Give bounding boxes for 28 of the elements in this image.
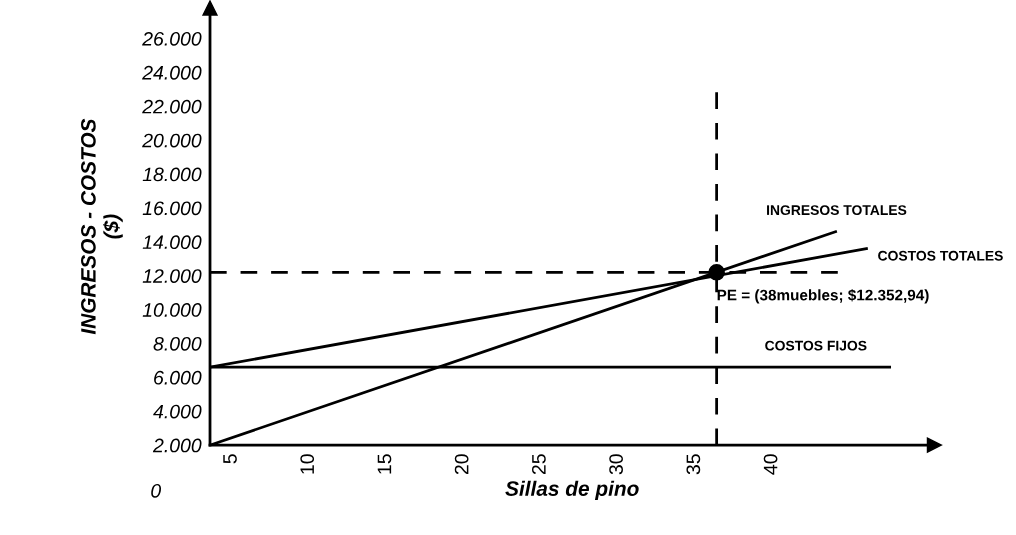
annotation: PE = (38muebles; $12.352,94): [717, 288, 929, 304]
y-tick-label: 20.000: [142, 133, 202, 148]
y-tick-label: 2.000: [152, 438, 202, 453]
x-tick-label: 40: [763, 454, 778, 475]
y-tick-label: 26.000: [142, 31, 202, 46]
y-tick-label: 18.000: [142, 167, 202, 182]
series-label: COSTOS TOTALES: [878, 250, 1003, 261]
series-label: INGRESOS TOTALES: [767, 205, 907, 216]
series-label: COSTOS FIJOS: [765, 340, 867, 351]
x-tick-label: 10: [300, 454, 315, 474]
y-tick-label: 24.000: [142, 65, 202, 80]
y-tick-label: 10.000: [142, 303, 202, 317]
x-tick-label: 5: [223, 454, 237, 464]
y-tick-label: 16.000: [142, 201, 202, 216]
y-tick-label: 22.000: [142, 99, 202, 114]
y-tick-label: 8.000: [153, 336, 202, 351]
x-tick-label: 30: [609, 454, 623, 475]
x-axis-title: Sillas de pino: [505, 480, 639, 501]
y-tick-label: 14.000: [142, 235, 202, 250]
y-axis-title: INGRESOS - COSTOS ($): [81, 118, 123, 335]
x-tick-label: 25: [532, 454, 546, 475]
y-tick-label: 6.000: [154, 370, 202, 385]
y-tick-label: 4.000: [153, 404, 202, 419]
y-tick-label: 12.000: [142, 269, 202, 283]
x-tick-label: 35: [686, 454, 701, 475]
x-tick-label: 20: [454, 454, 469, 475]
x-tick-label: 15: [377, 454, 392, 474]
text: 0: [151, 483, 162, 498]
